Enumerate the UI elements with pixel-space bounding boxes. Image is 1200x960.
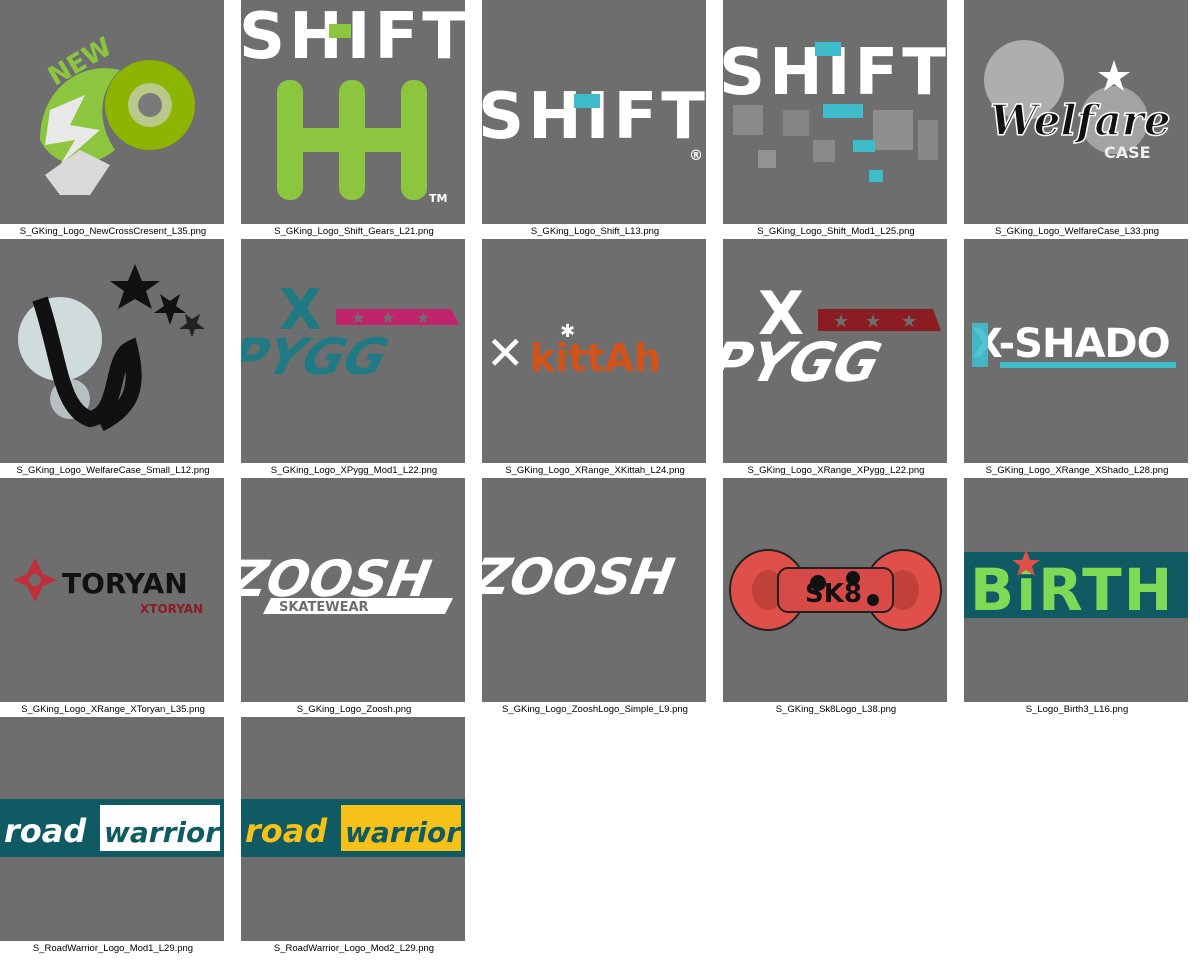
svg-text:Welfare: Welfare	[990, 96, 1171, 145]
svg-text:BiRTH: BiRTH	[970, 556, 1174, 624]
file-item[interactable]: SHIFT S_GKing_Logo_Shift_Mod1_L25.png	[723, 0, 949, 238]
svg-text:TORYAN: TORYAN	[62, 567, 188, 600]
shift-mod1-logo-icon: SHIFT	[723, 0, 947, 224]
svg-text:SK8: SK8	[805, 579, 862, 609]
svg-text:ZOOSH: ZOOSH	[482, 547, 679, 606]
file-item[interactable]: road warrior S_RoadWarrior_Logo_Mod2_L29…	[241, 717, 467, 955]
file-name: S_GKing_Logo_Zoosh.png	[296, 704, 412, 715]
file-name: S_GKing_Logo_Shift_Mod1_L25.png	[757, 226, 915, 237]
svg-text:X-SHADO: X-SHADO	[972, 321, 1170, 367]
xpygg-logo-icon: ★ ★ ★ X PYGG	[723, 239, 947, 463]
svg-text:SKATEWEAR: SKATEWEAR	[279, 600, 369, 615]
svg-text:XTORYAN: XTORYAN	[140, 602, 203, 616]
svg-text:road: road	[245, 812, 328, 850]
file-item[interactable]: ★ ★ ★ X PYGG S_GKing_Logo_XPygg_Mod1_L22…	[241, 239, 467, 477]
xtoryan-logo-icon: TORYAN XTORYAN	[0, 478, 224, 702]
svg-text:SHIFT: SHIFT	[482, 80, 706, 154]
file-name: S_GKing_Logo_XRange_XPygg_L22.png	[747, 465, 925, 476]
file-name: S_RoadWarrior_Logo_Mod2_L29.png	[273, 943, 435, 954]
file-item[interactable]: road warrior S_RoadWarrior_Logo_Mod1_L29…	[0, 717, 226, 955]
file-item[interactable]: TORYAN XTORYAN S_GKing_Logo_XRange_XTory…	[0, 478, 226, 716]
welfare-case-logo-icon: Welfare CASE	[964, 0, 1188, 224]
svg-text:TM: TM	[429, 192, 447, 205]
xpygg-mod1-logo-icon: ★ ★ ★ X PYGG	[241, 239, 465, 463]
file-item[interactable]: ZOOSH S_GKing_Logo_ZooshLogo_Simple_L9.p…	[482, 478, 708, 716]
svg-text:X: X	[279, 278, 322, 343]
svg-text:★: ★	[833, 311, 849, 332]
shift-logo-icon: SHIFT ®	[482, 0, 706, 224]
file-name: S_GKing_Logo_XRange_XToryan_L35.png	[21, 704, 205, 715]
file-item[interactable]: SHIFT ® S_GKing_Logo_Shift_L13.png	[482, 0, 708, 238]
svg-text:warrior: warrior	[345, 816, 462, 849]
file-item[interactable]: ZOOSH SKATEWEAR S_GKing_Logo_Zoosh.png	[241, 478, 467, 716]
shift-text: SHIFT	[241, 0, 465, 74]
file-name: S_GKing_Logo_ZooshLogo_Simple_L9.png	[502, 704, 688, 715]
birth-logo-icon: BiRTH	[964, 478, 1188, 702]
file-name: S_GKing_Logo_XRange_XKittah_L24.png	[505, 465, 685, 476]
svg-text:★: ★	[416, 308, 430, 327]
svg-text:★: ★	[381, 308, 395, 327]
file-name: S_RoadWarrior_Logo_Mod1_L29.png	[32, 943, 194, 954]
svg-text:PYGG: PYGG	[241, 328, 394, 386]
svg-text:road: road	[4, 812, 87, 850]
xshado-logo-icon: X-SHADO	[964, 239, 1188, 463]
file-name: S_GKing_Logo_Shift_L13.png	[530, 226, 660, 237]
svg-text:CASE: CASE	[1104, 143, 1151, 162]
shift-gears-logo-icon: SHIFT TM	[241, 0, 465, 224]
file-name: S_GKing_Logo_WelfareCase_L33.png	[994, 226, 1160, 237]
road-warrior-yellow-logo-icon: road warrior	[241, 717, 465, 941]
file-item[interactable]: ★ ★ ★ X PYGG S_GKing_Logo_XRange_XPygg_L…	[723, 239, 949, 477]
svg-text:X: X	[758, 279, 804, 349]
file-item[interactable]: ✕ kittAh ✱ S_GKing_Logo_XRange_XKittah_L…	[482, 239, 708, 477]
file-name: S_Logo_Birth3_L16.png	[1025, 704, 1129, 715]
file-name: S_GKing_Logo_WelfareCase_Small_L12.png	[16, 465, 210, 476]
file-name: S_GKing_Sk8Logo_L38.png	[775, 704, 897, 715]
file-name: S_GKing_Logo_NewCrossCresent_L35.png	[19, 226, 207, 237]
file-name: S_GKing_Logo_XRange_XShado_L28.png	[985, 465, 1169, 476]
file-item[interactable]: BiRTH S_Logo_Birth3_L16.png	[964, 478, 1190, 716]
svg-text:warrior: warrior	[104, 816, 221, 849]
svg-text:★: ★	[351, 308, 365, 327]
svg-text:✕: ✕	[486, 326, 525, 380]
file-item[interactable]: X-SHADO S_GKing_Logo_XRange_XShado_L28.p…	[964, 239, 1190, 477]
new-cross-crescent-logo-icon: NEW	[0, 0, 224, 224]
file-item[interactable]: Welfare CASE S_GKing_Logo_WelfareCase_L3…	[964, 0, 1190, 238]
file-name: S_GKing_Logo_Shift_Gears_L21.png	[274, 226, 434, 237]
svg-text:kittAh: kittAh	[530, 336, 661, 380]
zoosh-simple-logo-icon: ZOOSH	[482, 478, 706, 702]
file-item[interactable]: SK8 S_GKing_Sk8Logo_L38.png	[723, 478, 949, 716]
svg-text:★: ★	[865, 311, 881, 332]
svg-text:✱: ✱	[560, 321, 575, 342]
sk8-wheels-logo-icon: SK8	[723, 478, 947, 702]
file-item[interactable]: NEW S_GKing_Logo_NewCrossCresent_L35.png	[0, 0, 226, 238]
file-item[interactable]: S_GKing_Logo_WelfareCase_Small_L12.png	[0, 239, 226, 477]
road-warrior-logo-icon: road warrior	[0, 717, 224, 941]
svg-text:★: ★	[901, 311, 917, 332]
welfare-case-small-logo-icon	[0, 239, 224, 463]
file-name: S_GKing_Logo_XPygg_Mod1_L22.png	[270, 465, 438, 476]
svg-text:®: ®	[689, 148, 703, 164]
xkittah-logo-icon: ✕ kittAh ✱	[482, 239, 706, 463]
zoosh-logo-icon: ZOOSH SKATEWEAR	[241, 478, 465, 702]
file-item[interactable]: SHIFT TM S_GKing_Logo_Shift_Gears_L21.pn…	[241, 0, 467, 238]
svg-text:PYGG: PYGG	[723, 331, 888, 394]
